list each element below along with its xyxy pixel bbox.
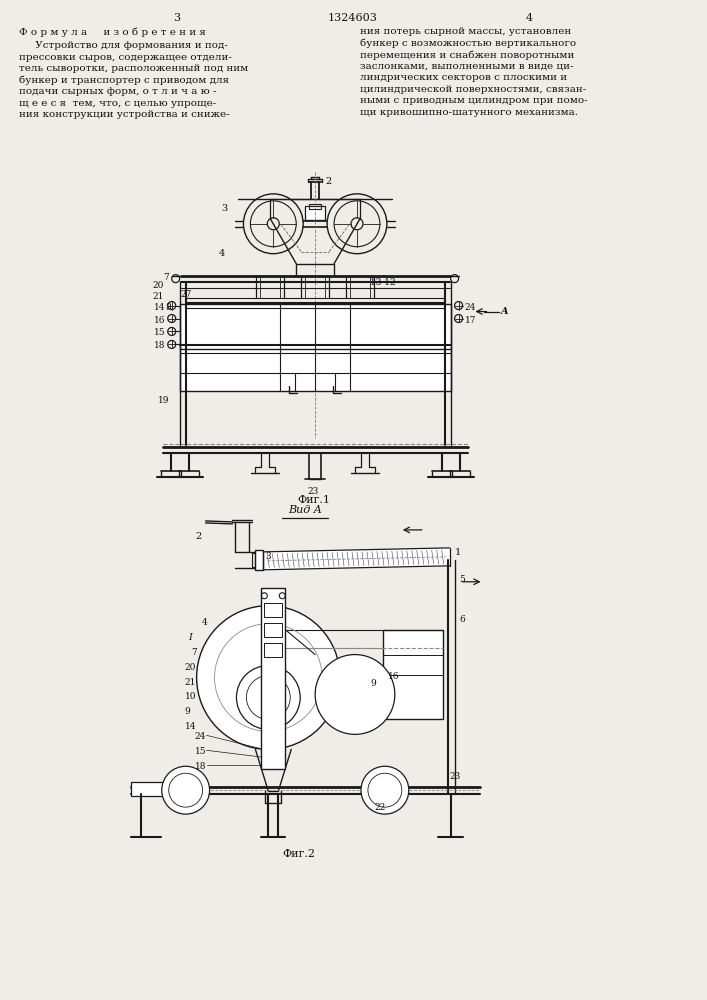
Text: 3: 3 [173,13,180,23]
Text: 23: 23 [450,772,461,781]
Text: подачи сырных форм, о т л и ч а ю -: подачи сырных форм, о т л и ч а ю - [19,87,217,96]
Text: щ е е с я  тем, что, с целью упроще-: щ е е с я тем, что, с целью упроще- [19,99,216,108]
Text: 3: 3 [221,204,228,213]
Text: 16: 16 [154,316,165,325]
Text: 13 12: 13 12 [370,278,395,287]
Text: ния потерь сырной массы, установлен: ния потерь сырной массы, установлен [360,27,571,36]
Text: 9: 9 [185,707,190,716]
Circle shape [315,655,395,734]
Text: Ф о р м у л а     и з о б р е т е н и я: Ф о р м у л а и з о б р е т е н и я [19,27,206,37]
Bar [264,603,282,617]
Text: 21: 21 [153,292,164,301]
Text: 24: 24 [464,303,476,312]
Bar [252,553,255,567]
Bar [264,643,282,657]
Text: линдрических секторов с плоскими и: линдрических секторов с плоскими и [360,73,567,82]
Text: 19: 19 [158,396,169,405]
Circle shape [236,666,300,729]
Text: Фиг.2: Фиг.2 [282,849,315,859]
Text: перемещения и снабжен поворотными: перемещения и снабжен поворотными [360,50,574,60]
Text: бункер с возможностью вертикального: бункер с возможностью вертикального [360,39,576,48]
Text: 1324603: 1324603 [328,13,378,23]
Bar [383,630,443,719]
Text: 27: 27 [181,290,192,299]
Circle shape [162,766,209,814]
Text: 10: 10 [185,692,196,701]
Text: 6: 6 [460,615,465,624]
Polygon shape [263,548,450,570]
Text: 2: 2 [196,532,202,541]
Text: щи кривошипно-шатунного механизма.: щи кривошипно-шатунного механизма. [360,108,578,117]
Text: 3: 3 [265,552,271,561]
Text: 4: 4 [218,249,225,258]
Text: 21: 21 [185,678,196,687]
Text: 18: 18 [154,341,165,350]
Text: ния конструкции устройства и сниже-: ния конструкции устройства и сниже- [19,110,230,119]
Text: 16: 16 [388,672,399,681]
Text: 20: 20 [185,663,196,672]
Text: 2: 2 [325,177,332,186]
Text: цилиндрической поверхностями, связан-: цилиндрической поверхностями, связан- [360,85,586,94]
Bar [255,550,263,570]
Text: 17: 17 [464,316,476,325]
Text: A: A [501,307,508,316]
Text: Вид A: Вид A [288,505,322,515]
Text: 14: 14 [185,722,196,731]
Text: тель сыворотки, расположенный под ним: тель сыворотки, расположенный под ним [19,64,249,73]
Bar [309,204,321,209]
Text: 4: 4 [526,13,533,23]
Text: I: I [189,633,192,642]
Text: 4: 4 [201,618,207,627]
Bar [131,782,170,796]
Text: Фиг.1: Фиг.1 [297,495,330,505]
Circle shape [361,766,409,814]
Text: 1: 1 [455,548,461,557]
Text: 7: 7 [192,648,197,657]
Bar [264,623,282,637]
Text: 15: 15 [194,747,206,756]
Bar [262,588,285,769]
Text: 22: 22 [375,803,386,812]
Text: 24: 24 [194,732,206,741]
Text: Устройство для формования и под-: Устройство для формования и под- [19,41,228,50]
Text: 7: 7 [163,273,168,282]
Text: 18: 18 [194,762,206,771]
Text: бункер и транспортер с приводом для: бункер и транспортер с приводом для [19,76,230,85]
Text: 15: 15 [154,328,165,337]
Text: ными с приводным цилиндром при помо-: ными с приводным цилиндром при помо- [360,96,588,105]
Text: 14: 14 [154,303,165,312]
Bar [180,304,450,391]
Text: 9: 9 [370,680,375,688]
Text: 20: 20 [153,281,164,290]
Circle shape [197,606,340,749]
Text: прессовки сыров, содержащее отдели-: прессовки сыров, содержащее отдели- [19,53,232,62]
Text: 5: 5 [460,575,465,584]
Bar [305,206,325,220]
Text: 8: 8 [165,303,172,312]
Text: заслонками, выполненными в виде ци-: заслонками, выполненными в виде ци- [360,62,573,71]
Text: 23: 23 [307,487,318,496]
